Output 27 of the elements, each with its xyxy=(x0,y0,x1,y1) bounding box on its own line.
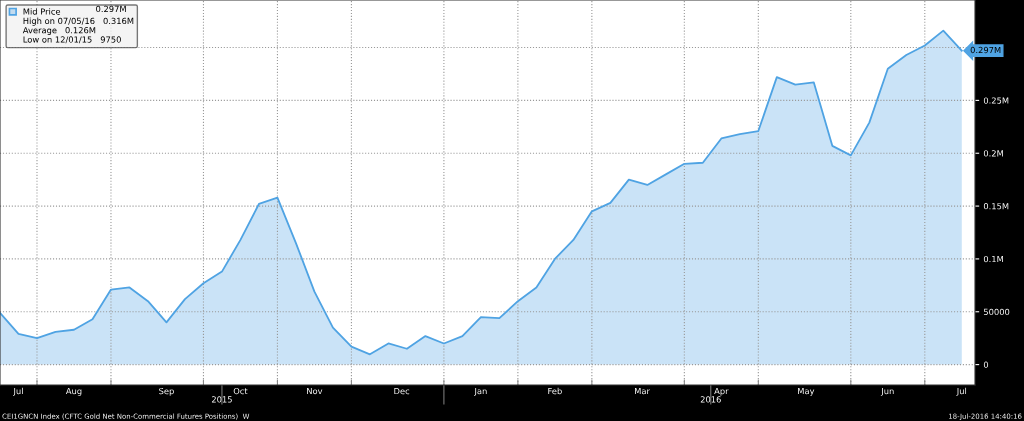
data-label: 0.297M xyxy=(970,46,1001,54)
y-tick-label: 50000 xyxy=(983,308,1010,316)
annotation: Average 0.126M xyxy=(22,27,96,35)
x-tick-label: Aug xyxy=(65,388,82,396)
x-tick-label: Oct xyxy=(233,387,248,395)
x-tick-label: May xyxy=(798,388,815,396)
x-tick-label: Mar xyxy=(635,388,650,395)
x2-tick-label: 2015 xyxy=(211,396,232,403)
annotation: 0.297M xyxy=(96,5,126,13)
x-tick-label: Dec xyxy=(394,388,410,395)
y-tick-label: 0.2M xyxy=(983,150,1003,157)
x-tick-label: Nov xyxy=(307,388,323,395)
x-tick-label: Apr xyxy=(714,388,729,396)
x-tick-label: Sep xyxy=(159,387,174,396)
annotation: Low on 12/01/15 9750 xyxy=(23,36,121,44)
y-tick-label: 0 xyxy=(983,361,989,368)
y-tick-label: 0.1M xyxy=(983,255,1003,263)
annotation: High on 07/05/16 0.316M xyxy=(23,17,134,26)
legend-label: Mid Price xyxy=(23,8,61,15)
x-tick-label: Jun xyxy=(880,388,894,396)
x-tick-label: Feb xyxy=(548,387,562,395)
y-tick-label: 0.15M xyxy=(983,203,1009,210)
x2-tick-label: 2016 xyxy=(700,396,721,403)
x-tick-label: Jul xyxy=(956,387,967,396)
y-tick-label: 0.25M xyxy=(983,97,1009,104)
x-tick-label: Jul xyxy=(13,387,23,396)
x-tick-label: Jan xyxy=(474,388,487,396)
